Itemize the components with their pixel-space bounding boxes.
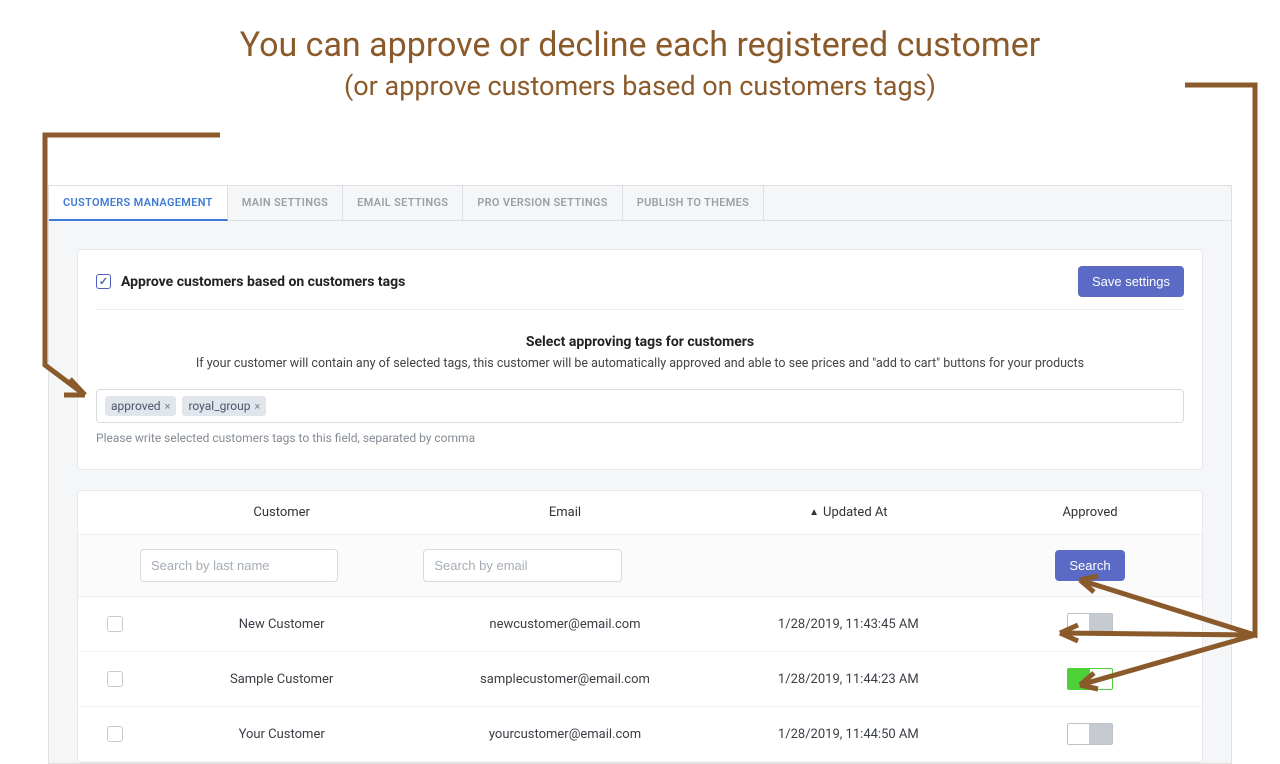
panel-header: ✓ Approve customers based on customers t… bbox=[96, 266, 1184, 310]
annotation-subtitle: (or approve customers based on customers… bbox=[0, 70, 1280, 102]
approved-toggle[interactable] bbox=[1067, 613, 1113, 635]
cell-updated: 1/28/2019, 11:44:50 AM bbox=[707, 727, 990, 742]
tag-chip: royal_group × bbox=[182, 396, 266, 416]
save-settings-button[interactable]: Save settings bbox=[1078, 266, 1184, 297]
tabs-bar: CUSTOMERS MANAGEMENTMAIN SETTINGSEMAIL S… bbox=[49, 186, 1231, 221]
tags-panel: ✓ Approve customers based on customers t… bbox=[77, 249, 1203, 470]
cell-updated: 1/28/2019, 11:43:45 AM bbox=[707, 617, 990, 632]
tags-helper: Please write selected customers tags to … bbox=[96, 431, 1184, 445]
tag-remove-icon[interactable]: × bbox=[165, 400, 171, 413]
cell-customer: Your Customer bbox=[140, 727, 423, 742]
table-row: New Customernewcustomer@email.com1/28/20… bbox=[78, 597, 1202, 652]
tab-main-settings[interactable]: MAIN SETTINGS bbox=[228, 186, 343, 220]
tag-label: royal_group bbox=[188, 399, 250, 413]
col-updated-label: Updated At bbox=[823, 505, 887, 520]
cell-customer: New Customer bbox=[140, 617, 423, 632]
col-customer[interactable]: Customer bbox=[140, 505, 423, 520]
customers-table: Customer Email ▲ Updated At Approved Sea… bbox=[77, 490, 1203, 763]
sort-asc-icon: ▲ bbox=[809, 507, 819, 518]
approved-toggle[interactable] bbox=[1067, 668, 1113, 690]
tab-publish-to-themes[interactable]: PUBLISH TO THEMES bbox=[623, 186, 764, 220]
tag-chip: approved × bbox=[105, 396, 176, 416]
col-approved: Approved bbox=[990, 505, 1190, 520]
app-container: CUSTOMERS MANAGEMENTMAIN SETTINGSEMAIL S… bbox=[48, 185, 1232, 764]
cell-email: yourcustomer@email.com bbox=[423, 727, 706, 742]
table-row: Your Customeryourcustomer@email.com1/28/… bbox=[78, 707, 1202, 762]
section-desc: If your customer will contain any of sel… bbox=[96, 356, 1184, 371]
tab-pro-version-settings[interactable]: PRO VERSION SETTINGS bbox=[463, 186, 622, 220]
col-updated[interactable]: ▲ Updated At bbox=[707, 505, 990, 520]
row-checkbox[interactable] bbox=[107, 671, 123, 687]
approved-toggle[interactable] bbox=[1067, 723, 1113, 745]
search-button[interactable]: Search bbox=[1055, 550, 1124, 581]
row-checkbox[interactable] bbox=[107, 616, 123, 632]
cell-customer: Sample Customer bbox=[140, 672, 423, 687]
tags-input[interactable]: approved × royal_group × bbox=[96, 389, 1184, 423]
content-area: ✓ Approve customers based on customers t… bbox=[49, 221, 1231, 763]
annotation-title: You can approve or decline each register… bbox=[0, 25, 1280, 66]
section-title: Select approving tags for customers bbox=[96, 334, 1184, 350]
tab-email-settings[interactable]: EMAIL SETTINGS bbox=[343, 186, 463, 220]
tag-remove-icon[interactable]: × bbox=[255, 400, 261, 413]
filter-row: Search bbox=[78, 535, 1202, 597]
tab-customers-management[interactable]: CUSTOMERS MANAGEMENT bbox=[49, 186, 228, 221]
col-email[interactable]: Email bbox=[423, 505, 706, 520]
cell-email: samplecustomer@email.com bbox=[423, 672, 706, 687]
filter-lastname-input[interactable] bbox=[140, 549, 338, 582]
table-row: Sample Customersamplecustomer@email.com1… bbox=[78, 652, 1202, 707]
panel-title: Approve customers based on customers tag… bbox=[121, 274, 405, 290]
filter-email-input[interactable] bbox=[423, 549, 621, 582]
table-header: Customer Email ▲ Updated At Approved bbox=[78, 491, 1202, 535]
cell-updated: 1/28/2019, 11:44:23 AM bbox=[707, 672, 990, 687]
tag-label: approved bbox=[111, 399, 161, 413]
row-checkbox[interactable] bbox=[107, 726, 123, 742]
cell-email: newcustomer@email.com bbox=[423, 617, 706, 632]
approve-by-tags-checkbox[interactable]: ✓ bbox=[96, 274, 111, 289]
